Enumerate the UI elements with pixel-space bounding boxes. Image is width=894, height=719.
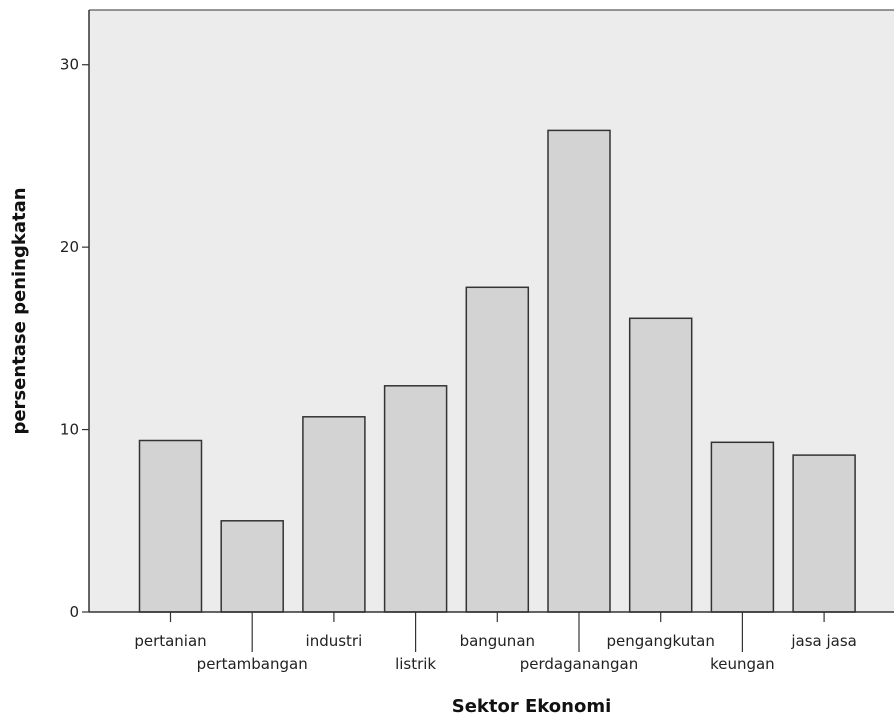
bar-bangunan: [465, 286, 530, 613]
y-axis-title: persentase peningkatan: [9, 187, 30, 434]
bar-perdaganangan: [547, 129, 611, 613]
x-tick-label-pertambangan: pertambangan: [197, 655, 308, 673]
x-tick-label-keungan: keungan: [710, 655, 775, 673]
x-tick-label-bangunan: bangunan: [460, 632, 535, 650]
x-tick-label-jasa-jasa: jasa jasa: [790, 632, 857, 650]
x-tick-label-perdaganangan: perdaganangan: [520, 655, 639, 673]
bar-pertambangan: [220, 520, 284, 613]
x-tick-label-pengangkutan: pengangkutan: [607, 632, 715, 650]
bar-pertanian: [138, 439, 203, 613]
bar-industri: [302, 416, 366, 613]
y-tick-label: 0: [69, 603, 79, 621]
y-tick-label: 20: [60, 238, 79, 256]
x-tick-label-pertanian: pertanian: [134, 632, 206, 650]
bars-group: [138, 129, 856, 613]
x-ticks-group: pertanian pertambangan industri listrik bang…: [134, 612, 857, 673]
y-tick-label: 30: [60, 56, 79, 74]
y-tick-label: 10: [60, 421, 79, 439]
bar-listrik: [383, 385, 448, 613]
bar-pengangkutan: [628, 317, 693, 613]
x-tick-label-industri: industri: [306, 632, 363, 650]
x-tick-label-listrik: listrik: [395, 655, 436, 673]
axes-group: [88, 9, 894, 613]
x-axis-title: Sektor Ekonomi: [452, 696, 612, 717]
y-ticks-group: 0 10 20 30: [60, 56, 89, 621]
bar-jasa jasa: [792, 454, 856, 613]
bar-keungan: [710, 441, 775, 613]
